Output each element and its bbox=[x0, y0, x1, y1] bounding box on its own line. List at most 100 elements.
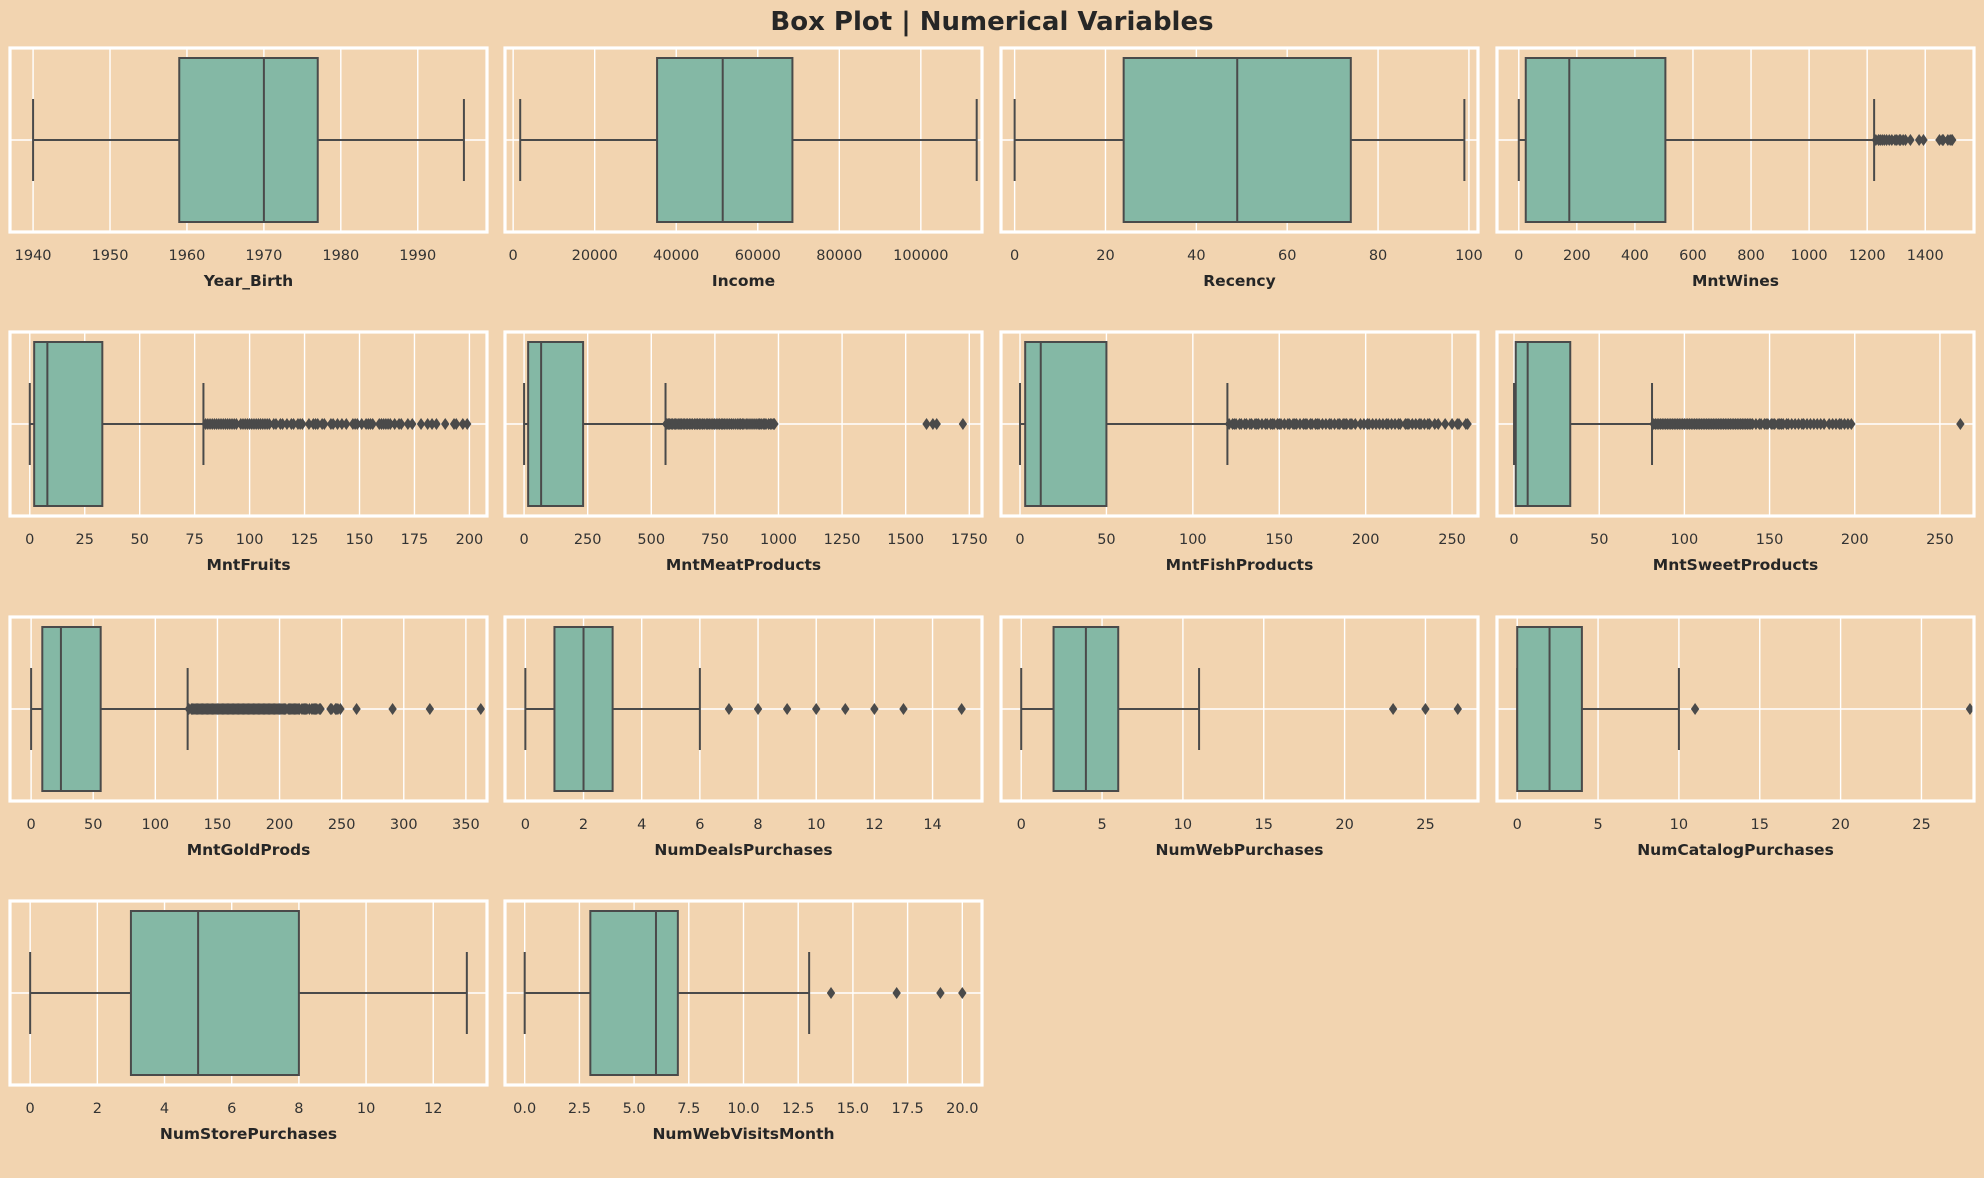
outlier-point bbox=[1906, 134, 1915, 146]
outlier-point bbox=[1453, 703, 1462, 715]
x-tick-label: 5 bbox=[1593, 817, 1602, 833]
x-tick-label: 10.0 bbox=[727, 1101, 759, 1117]
outlier-point bbox=[1454, 418, 1464, 430]
outlier-point bbox=[441, 418, 450, 430]
x-tick-label: 7.5 bbox=[677, 1101, 700, 1117]
axes-frame bbox=[503, 615, 984, 803]
x-tick-label: 0 bbox=[27, 817, 36, 833]
x-axis-label: Income bbox=[712, 272, 775, 290]
x-tick-label: 0 bbox=[25, 532, 34, 548]
outlier-point bbox=[403, 418, 413, 430]
subplot-numdealspurchases: 0 2 4 6 8 10 12 14 NumDealsPurchases bbox=[503, 615, 984, 859]
x-axis-label: Year_Birth bbox=[203, 272, 293, 290]
outlier-point bbox=[1965, 703, 1975, 715]
x-tick-label: 250 bbox=[1438, 532, 1466, 548]
x-tick-label: 1980 bbox=[322, 248, 359, 264]
outlier-point bbox=[423, 418, 432, 430]
x-tick-label: 0 bbox=[26, 1101, 35, 1117]
x-tick-label: 12 bbox=[424, 1101, 442, 1117]
axes-frame bbox=[503, 330, 984, 518]
x-tick-label: 800 bbox=[1737, 248, 1765, 264]
subplot-numwebpurchases: 0 5 10 15 20 25 NumWebPurchases bbox=[999, 615, 1480, 859]
subplot-income: 0 20000 40000 60000 80000 100000 Income bbox=[503, 46, 984, 290]
outlier-point bbox=[932, 418, 941, 430]
x-tick-label: 20 bbox=[1096, 248, 1114, 264]
x-tick-label: 4 bbox=[160, 1101, 169, 1117]
outlier-point bbox=[298, 418, 307, 430]
x-tick-label: 2.5 bbox=[568, 1101, 591, 1117]
x-axis-label: NumWebVisitsMonth bbox=[652, 1125, 834, 1143]
outlier-point bbox=[1396, 418, 1405, 430]
outlier-point bbox=[1421, 703, 1430, 715]
x-tick-label: 0 bbox=[1010, 248, 1019, 264]
outlier-point bbox=[408, 418, 417, 430]
x-tick-label: 0 bbox=[1015, 532, 1024, 548]
x-tick-label: 0 bbox=[1017, 817, 1026, 833]
outlier-point bbox=[1914, 134, 1924, 146]
x-tick-label: 300 bbox=[390, 817, 418, 833]
x-tick-label: 750 bbox=[701, 532, 729, 548]
x-tick-label: 1200 bbox=[1849, 248, 1886, 264]
x-tick-label: 200 bbox=[456, 532, 484, 548]
x-axis-label: MntMeatProducts bbox=[666, 556, 821, 574]
outlier-point bbox=[826, 987, 836, 999]
outlier-point bbox=[870, 703, 879, 715]
iqr-box bbox=[178, 57, 319, 223]
x-tick-label: 15 bbox=[1751, 817, 1769, 833]
axes-frame bbox=[8, 615, 489, 803]
x-tick-label: 200 bbox=[1352, 532, 1380, 548]
x-tick-label: 8 bbox=[753, 817, 762, 833]
x-tick-label: 4 bbox=[637, 817, 646, 833]
x-tick-label: 50 bbox=[1097, 532, 1115, 548]
x-tick-label: 10 bbox=[1670, 817, 1688, 833]
x-tick-label: 15.0 bbox=[837, 1101, 869, 1117]
outlier-point bbox=[427, 418, 437, 430]
subplot-numwebvisitsmonth: 0.0 2.5 5.0 7.5 10.0 12.5 15.0 17.5 20.0 NumWebVi… bbox=[503, 899, 984, 1143]
subplot-recency: 0 20 40 60 80 100 Recency bbox=[999, 46, 1483, 290]
x-tick-label: 80 bbox=[1369, 248, 1387, 264]
outlier-point bbox=[1463, 418, 1472, 430]
x-tick-label: 25 bbox=[1416, 817, 1434, 833]
outlier-point bbox=[313, 418, 322, 430]
x-tick-label: 0 bbox=[519, 532, 528, 548]
x-tick-label: 40000 bbox=[653, 248, 699, 264]
outlier-point bbox=[386, 418, 395, 430]
x-tick-label: 50 bbox=[1590, 532, 1608, 548]
x-tick-label: 10 bbox=[807, 817, 825, 833]
outlier-point bbox=[724, 703, 734, 715]
outlier-point bbox=[452, 418, 461, 430]
iqr-box bbox=[33, 341, 104, 507]
iqr-box bbox=[656, 57, 794, 223]
x-tick-label: 1940 bbox=[15, 248, 52, 264]
subplot-mntwines: 0 200 400 600 800 1000 1200 1400 MntWines bbox=[1495, 46, 1976, 290]
outlier-point bbox=[328, 418, 338, 430]
x-tick-label: 0.0 bbox=[513, 1101, 536, 1117]
axes-frame bbox=[999, 46, 1480, 234]
axes-frame bbox=[8, 899, 489, 1087]
outlier-point bbox=[416, 418, 426, 430]
iqr-box bbox=[1514, 341, 1572, 507]
subplot-mntfishproducts: 0 50 100 150 200 250 MntFishProducts bbox=[999, 330, 1480, 574]
x-tick-label: 12 bbox=[865, 817, 883, 833]
iqr-box bbox=[1524, 57, 1667, 223]
outlier-point bbox=[463, 418, 472, 430]
x-tick-label: 500 bbox=[637, 532, 665, 548]
axes-frame bbox=[999, 330, 1480, 518]
x-axis-label: MntFishProducts bbox=[1166, 556, 1314, 574]
subplot-mntsweetproducts: 0 50 100 150 200 250 MntSweetProducts bbox=[1495, 330, 1976, 574]
x-tick-label: 15 bbox=[1255, 817, 1273, 833]
outlier-point bbox=[397, 418, 406, 430]
outlier-point bbox=[753, 703, 763, 715]
x-tick-label: 100 bbox=[236, 532, 264, 548]
subplot-mntmeatproducts: 0 250 500 750 1000 1250 1500 1750 MntMeatProduct… bbox=[503, 330, 988, 574]
x-tick-label: 250 bbox=[574, 532, 602, 548]
x-tick-label: 125 bbox=[291, 532, 319, 548]
x-tick-label: 100 bbox=[1455, 248, 1483, 264]
outlier-point bbox=[1948, 134, 1957, 146]
outlier-point bbox=[304, 418, 314, 430]
outlier-point bbox=[368, 418, 377, 430]
outlier-point bbox=[1819, 418, 1829, 430]
outlier-point bbox=[892, 987, 901, 999]
outlier-point bbox=[388, 703, 397, 715]
